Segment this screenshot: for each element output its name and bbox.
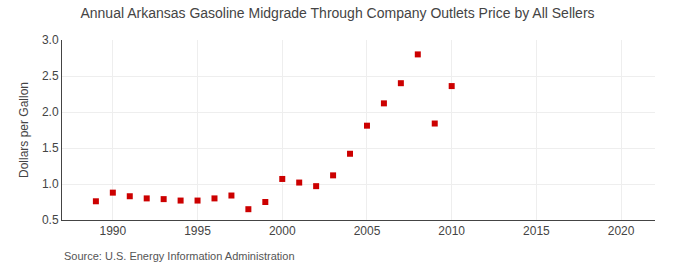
svg-text:1990: 1990 [99, 224, 126, 238]
svg-text:Source: U.S. Energy Informatio: Source: U.S. Energy Information Administ… [64, 250, 295, 262]
svg-text:2010: 2010 [438, 224, 465, 238]
svg-text:2015: 2015 [523, 224, 550, 238]
svg-text:2005: 2005 [354, 224, 381, 238]
svg-text:1.5: 1.5 [42, 141, 59, 155]
svg-text:1995: 1995 [184, 224, 211, 238]
svg-text:2.0: 2.0 [42, 105, 59, 119]
svg-text:0.5: 0.5 [42, 213, 59, 227]
svg-text:Dollars per Gallon: Dollars per Gallon [17, 82, 31, 178]
svg-text:3.0: 3.0 [42, 33, 59, 47]
svg-text:1.0: 1.0 [42, 177, 59, 191]
svg-text:2000: 2000 [269, 224, 296, 238]
svg-text:Annual Arkansas Gasoline Midgr: Annual Arkansas Gasoline Midgrade Throug… [80, 5, 594, 21]
svg-text:2020: 2020 [608, 224, 635, 238]
svg-text:2.5: 2.5 [42, 69, 59, 83]
